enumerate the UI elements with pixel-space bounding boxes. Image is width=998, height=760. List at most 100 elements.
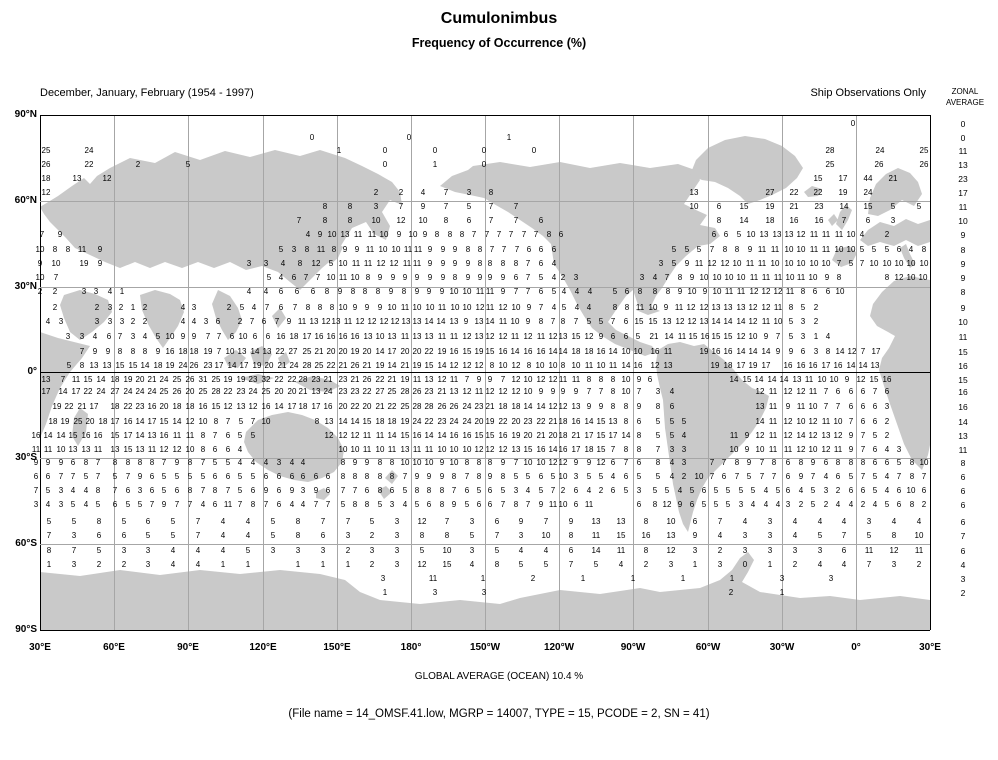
grid-value: 4 — [220, 546, 226, 555]
grid-value: 11 — [821, 417, 831, 426]
grid-value: 12 — [761, 287, 771, 296]
grid-value: 3 — [636, 486, 642, 495]
grid-value: 24 — [462, 417, 472, 426]
grid-value: 18 — [723, 361, 733, 370]
grid-value: 9 — [92, 347, 98, 356]
grid-value: 12 — [675, 317, 685, 326]
grid-value: 8 — [909, 500, 915, 509]
grid-value: 6 — [145, 517, 151, 526]
grid-value: 13 — [870, 361, 880, 370]
grid-value: 5 — [696, 245, 702, 254]
land-central-america — [600, 330, 658, 354]
grid-value: 7 — [296, 216, 302, 225]
grid-value: 18 — [178, 347, 188, 356]
grid-value: 2 — [681, 472, 687, 481]
grid-value: 20 — [474, 417, 484, 426]
grid-value: 4 — [195, 546, 201, 555]
grid-value: 4 — [681, 431, 687, 440]
grid-value: 5 — [538, 486, 544, 495]
grid-value: 26 — [362, 375, 372, 384]
grid-value: 10 — [51, 259, 61, 268]
grid-value: 4 — [742, 517, 748, 526]
grid-value: 3 — [785, 500, 791, 509]
grid-value: 5 — [872, 486, 878, 495]
grid-value: 7 — [225, 486, 231, 495]
grid-value: 13 — [324, 417, 334, 426]
grid-value: 22 — [424, 417, 434, 426]
grid-value: 10 — [379, 230, 389, 239]
grid-value: 12 — [548, 402, 558, 411]
grid-value: 4 — [237, 458, 243, 467]
grid-value: 14 — [135, 417, 145, 426]
grid-value: 11 — [796, 402, 806, 411]
grid-value: 5 — [689, 486, 695, 495]
grid-value: 14 — [437, 431, 447, 440]
grid-value: 21 — [314, 347, 324, 356]
grid-value: 14 — [274, 402, 284, 411]
grid-value: 17 — [214, 361, 224, 370]
grid-value: 13 — [237, 347, 247, 356]
grid-value: 10 — [666, 517, 676, 526]
grid-value: 24 — [147, 387, 157, 396]
grid-value: 16 — [596, 347, 606, 356]
grid-value: 22 — [813, 188, 823, 197]
grid-value: 12 — [796, 230, 806, 239]
grid-value: 4 — [884, 472, 890, 481]
grid-value: 14 — [135, 431, 145, 440]
grid-value: 5 — [684, 245, 690, 254]
grid-value: 14 — [338, 417, 348, 426]
grid-value: 4 — [763, 486, 769, 495]
grid-value: 11 — [485, 303, 495, 312]
grid-value: 10 — [378, 245, 388, 254]
grid-value: 9 — [689, 273, 695, 282]
grid-value: 11 — [571, 375, 581, 384]
land-south-america — [656, 342, 769, 532]
grid-value: 17 — [239, 361, 249, 370]
grid-value: 21 — [485, 402, 495, 411]
grid-value: 3 — [513, 486, 519, 495]
grid-value: 5 — [551, 287, 557, 296]
grid-value: 14 — [436, 317, 446, 326]
grid-value: 9 — [364, 458, 370, 467]
grid-value: 6 — [785, 472, 791, 481]
grid-value: 11 — [833, 445, 843, 454]
grid-value: 5 — [340, 500, 346, 509]
grid-value: 8 — [200, 431, 206, 440]
grid-value: 12 — [783, 387, 793, 396]
grid-value: 6 — [647, 375, 653, 384]
grid-value: 10 — [918, 273, 928, 282]
grid-value: 14 — [536, 402, 546, 411]
grid-value: 5 — [145, 531, 151, 540]
grid-value: 16 — [338, 332, 348, 341]
zonal-header-line1: ZONAL — [951, 87, 979, 96]
grid-value: 6 — [884, 458, 890, 467]
grid-value: 9 — [487, 375, 493, 384]
grid-value: 14 — [437, 361, 447, 370]
grid-value: 3 — [896, 445, 902, 454]
grid-value: 11 — [768, 402, 778, 411]
grid-value: 27 — [110, 387, 120, 396]
grid-value: 20 — [523, 431, 533, 440]
grid-value: 8 — [825, 347, 831, 356]
land-cuba — [636, 306, 660, 315]
grid-value: 5 — [671, 245, 677, 254]
grid-value: 7 — [443, 188, 449, 197]
grid-value: 10 — [391, 245, 401, 254]
grid-value: 8 — [665, 287, 671, 296]
grid-value: 2 — [94, 303, 100, 312]
grid-value: 8 — [200, 445, 206, 454]
grid-value: 4 — [610, 472, 616, 481]
grid-value: 12 — [748, 317, 758, 326]
grid-value: 5 — [266, 273, 272, 282]
grid-value: 2 — [560, 273, 566, 282]
x-axis-label: 60°E — [103, 642, 125, 653]
grid-value: 1 — [382, 588, 388, 597]
grid-value: 6 — [841, 546, 847, 555]
grid-value: 19 — [412, 361, 422, 370]
grid-value: 6 — [112, 500, 118, 509]
grid-value: 6 — [848, 402, 854, 411]
grid-value: 10 — [846, 230, 856, 239]
grid-value: 15 — [159, 417, 169, 426]
grid-value: 14 — [723, 317, 733, 326]
grid-value: 6 — [812, 287, 818, 296]
